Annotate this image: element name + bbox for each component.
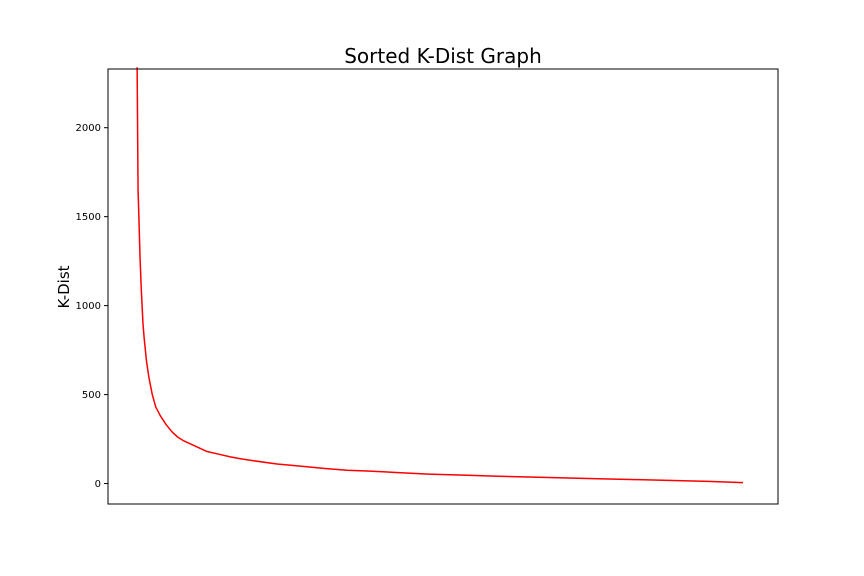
y-axis-label: K-Dist — [55, 265, 73, 308]
y-axis-ticks: 0 500 1000 1500 2000 — [76, 123, 108, 490]
y-tick-label: 1500 — [76, 212, 101, 223]
plot-frame — [107, 68, 779, 505]
y-tick-label: 2000 — [76, 123, 101, 134]
y-tick-label: 0 — [95, 479, 101, 490]
y-tick-label: 1000 — [76, 301, 101, 312]
k-dist-line — [136, 67, 744, 484]
chart-title: Sorted K-Dist Graph — [344, 44, 542, 68]
y-tick-label: 500 — [82, 390, 101, 401]
